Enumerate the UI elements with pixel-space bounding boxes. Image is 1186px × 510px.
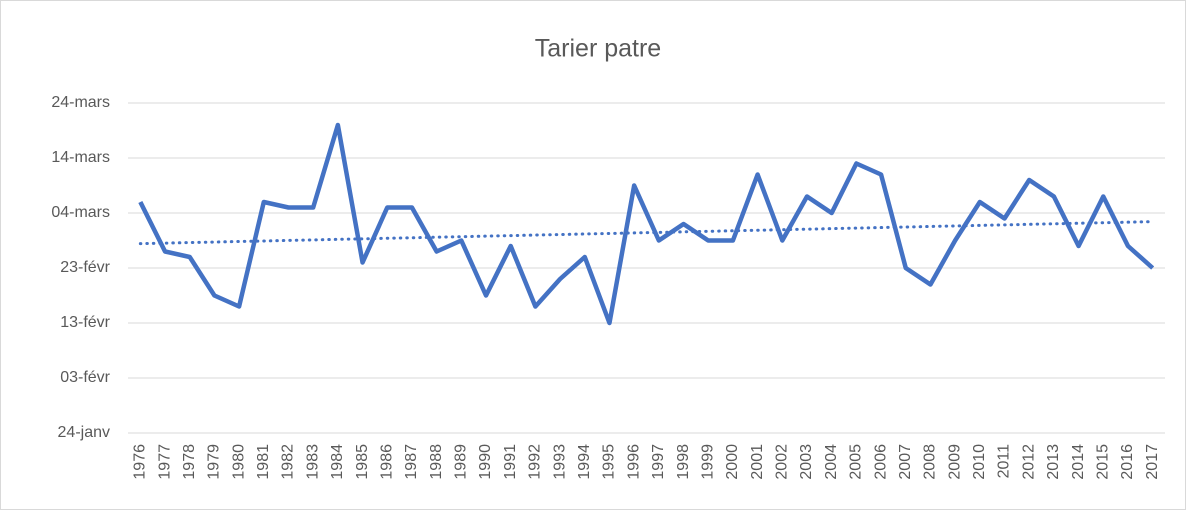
x-tick-label: 2003 [798, 444, 815, 480]
y-tick-label: 14-mars [51, 149, 110, 166]
x-tick-label: 2007 [897, 444, 914, 480]
x-tick-label: 2011 [996, 444, 1013, 479]
x-tick-label: 1992 [527, 444, 544, 480]
x-tick-label: 2009 [946, 444, 963, 480]
y-tick-label: 24-mars [51, 94, 110, 111]
x-tick-label: 1994 [576, 444, 593, 480]
x-tick-label: 2006 [872, 444, 889, 480]
x-tick-label: 1996 [625, 444, 642, 480]
x-tick-label: 2014 [1070, 444, 1087, 480]
trendline [138, 220, 1155, 246]
x-tick-label: 2008 [922, 444, 939, 480]
x-tick-label: 2005 [848, 444, 865, 480]
y-tick-label: 23-févr [60, 259, 110, 276]
x-tick-label: 1977 [156, 444, 173, 480]
x-tick-label: 1999 [699, 444, 716, 480]
x-tick-label: 1995 [601, 444, 618, 480]
x-tick-label: 2001 [749, 444, 766, 480]
x-tick-label: 1986 [378, 444, 395, 480]
y-tick-label: 03-févr [60, 369, 110, 386]
x-tick-label: 1991 [502, 444, 519, 480]
x-tick-label: 1988 [428, 444, 445, 480]
x-tick-label: 2000 [724, 444, 741, 480]
x-tick-label: 1980 [230, 444, 247, 480]
x-tick-label: 2002 [774, 444, 791, 480]
chart-title: Tarier patre [535, 35, 661, 63]
x-tick-label: 2017 [1144, 444, 1161, 480]
x-tick-label: 1993 [551, 444, 568, 480]
y-tick-label: 04-mars [51, 204, 110, 221]
x-tick-label: 2010 [971, 444, 988, 480]
x-tick-label: 1984 [329, 444, 346, 480]
x-tick-label: 1989 [453, 444, 470, 480]
data-line [138, 122, 1155, 326]
y-tick-label: 13-févr [60, 314, 110, 331]
x-tick-label: 2013 [1045, 444, 1062, 480]
x-tick-label: 1978 [181, 444, 198, 480]
x-tick-label: 2004 [823, 444, 840, 480]
x-tick-label: 1981 [255, 444, 272, 480]
x-tick-label: 2012 [1020, 444, 1037, 480]
x-tick-label: 1990 [477, 444, 494, 480]
x-tick-label: 1983 [304, 444, 321, 480]
x-tick-label: 1976 [132, 444, 149, 480]
x-tick-label: 2015 [1094, 444, 1111, 480]
x-tick-label: 1985 [354, 444, 371, 480]
x-tick-label: 1979 [206, 444, 223, 480]
x-tick-label: 1997 [650, 444, 667, 480]
y-tick-label: 24-janv [58, 424, 110, 441]
x-tick-label: 1998 [675, 444, 692, 480]
x-tick-label: 2016 [1119, 444, 1136, 480]
x-tick-label: 1982 [280, 444, 297, 480]
x-tick-label: 1987 [403, 444, 420, 480]
